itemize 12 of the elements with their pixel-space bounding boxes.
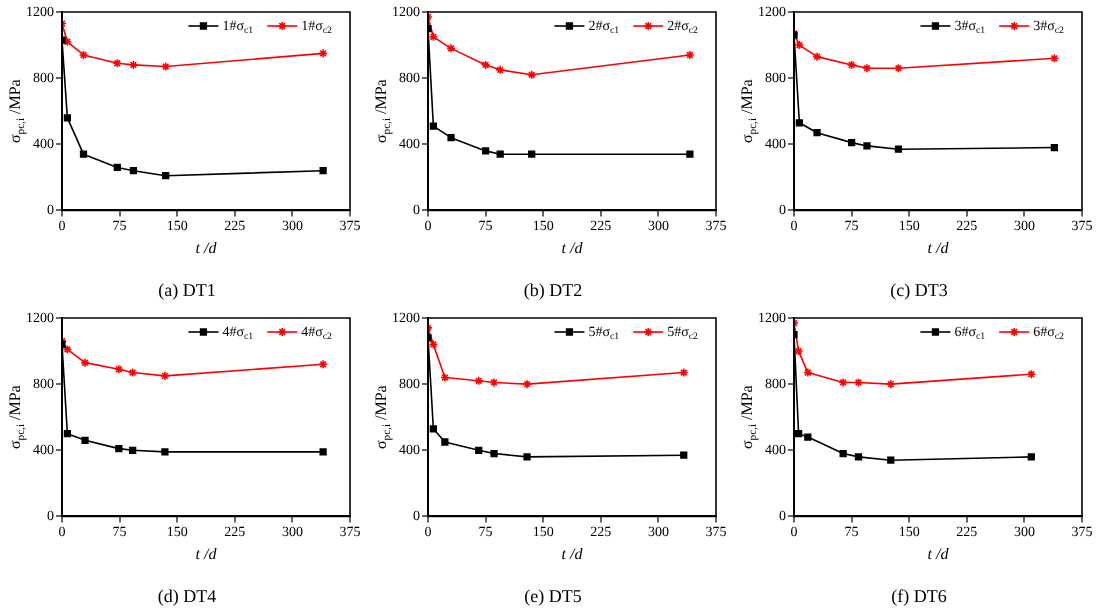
x-axis-title: t /d <box>195 545 219 564</box>
x-axis-title: t /d <box>561 545 585 564</box>
text: (e) DT5 <box>524 585 583 606</box>
text: (b) DT2 <box>523 279 583 300</box>
x-axis-title: t /d <box>195 239 219 258</box>
text: (a) DT1 <box>158 279 216 300</box>
x-axis-title: t /d <box>561 239 585 258</box>
text: (c) DT3 <box>890 279 949 300</box>
text: (f) DT6 <box>891 585 948 606</box>
text: (d) DT4 <box>157 585 218 606</box>
x-axis-title: t /d <box>927 545 951 564</box>
x-axis-title: t /d <box>927 239 951 258</box>
